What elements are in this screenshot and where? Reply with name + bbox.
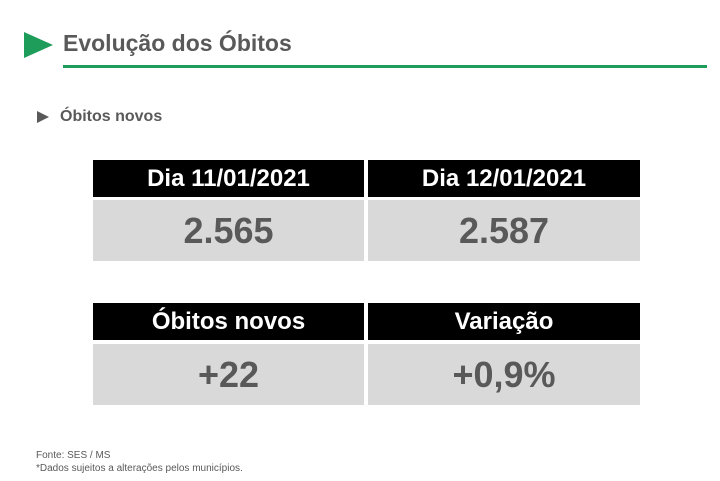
section-title: Óbitos novos xyxy=(60,108,163,125)
table-header: Dia 11/01/2021 xyxy=(93,160,364,197)
page-title: Evolução dos Óbitos xyxy=(63,30,292,56)
table-header: Variação xyxy=(368,303,640,340)
table-header: Dia 12/01/2021 xyxy=(368,160,640,197)
footer-source: Fonte: SES / MS xyxy=(36,450,111,461)
footer-note: *Dados sujeitos a alterações pelos munic… xyxy=(36,463,243,474)
table-header: Óbitos novos xyxy=(93,303,364,340)
table-value: +0,9% xyxy=(368,344,640,405)
table-value: +22 xyxy=(93,344,364,405)
table-value: 2.565 xyxy=(93,200,364,261)
title-rule xyxy=(63,65,707,68)
table-value: 2.587 xyxy=(368,200,640,261)
header-icon xyxy=(24,32,53,58)
section-bullet xyxy=(37,111,49,123)
